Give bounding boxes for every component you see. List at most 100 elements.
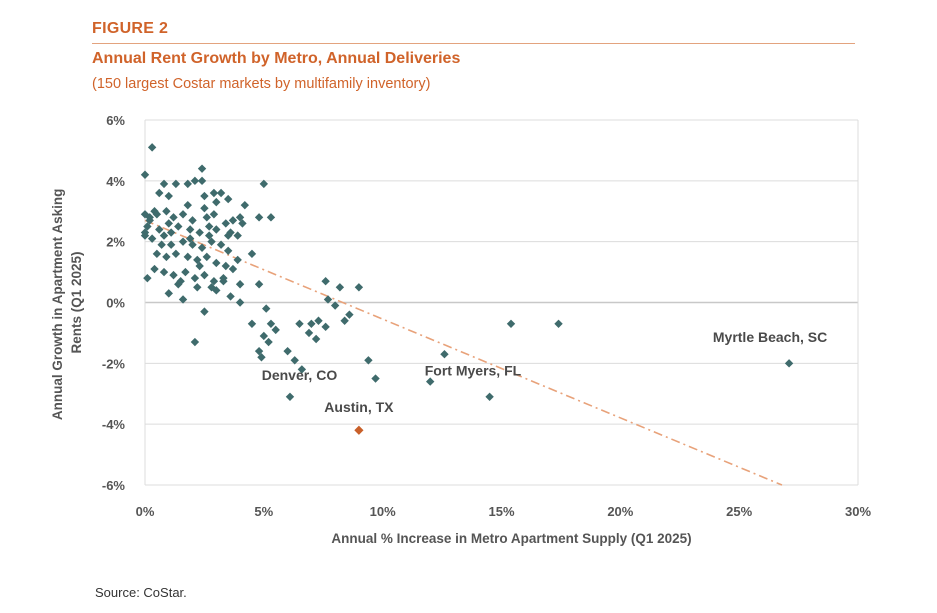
x-tick-label: 20% [607, 504, 633, 519]
data-point [185, 225, 195, 234]
data-point [183, 200, 192, 210]
data-point [290, 356, 299, 365]
data-point [204, 231, 214, 240]
y-axis-title-line-1: Annual Growth in Apartment Asking [50, 189, 65, 421]
x-axis-ticks: 0% 5% 10% 15% 20% 25% 30% [136, 504, 872, 519]
data-point [200, 191, 209, 201]
data-point [240, 200, 250, 210]
data-point [193, 283, 202, 292]
header-divider [92, 43, 855, 44]
data-point [164, 219, 173, 228]
data-point [169, 270, 178, 280]
data-point [159, 267, 169, 277]
y-tick-label: 6% [106, 113, 125, 128]
data-point [140, 228, 150, 237]
data-point [247, 319, 257, 328]
data-point [266, 319, 276, 328]
data-point [259, 331, 269, 341]
data-point [321, 322, 330, 332]
data-point [155, 188, 164, 198]
data-point [209, 188, 219, 198]
data-point [200, 307, 209, 316]
data-point [221, 261, 231, 271]
data-point [171, 179, 181, 189]
data-point [219, 277, 228, 286]
data-point [204, 222, 214, 231]
data-point [235, 298, 245, 307]
data-points [140, 143, 794, 435]
data-point [164, 191, 173, 201]
data-point [212, 286, 221, 295]
data-label: Austin, TX [324, 399, 394, 415]
data-point [195, 228, 204, 237]
data-point [254, 213, 264, 222]
data-point [166, 228, 176, 237]
data-point [226, 292, 235, 301]
data-point [257, 353, 266, 362]
data-point [262, 304, 271, 313]
data-point [183, 252, 192, 262]
data-point [190, 273, 200, 283]
data-point [235, 280, 245, 289]
data-point [174, 222, 183, 231]
x-tick-label: 15% [488, 504, 514, 519]
x-tick-label: 0% [136, 504, 155, 519]
data-point [354, 283, 364, 292]
trendline [144, 219, 783, 486]
y-tick-label: 2% [106, 235, 125, 250]
data-point [157, 240, 166, 249]
data-label: Denver, CO [262, 367, 338, 383]
data-point [233, 231, 242, 240]
figure-label: FIGURE 2 [92, 20, 169, 37]
data-point [228, 264, 238, 274]
data-point [264, 337, 273, 347]
source-note: Source: CoStar. [95, 585, 187, 600]
x-tick-label: 25% [726, 504, 752, 519]
data-point [197, 243, 207, 252]
y-tick-label: -6% [102, 478, 126, 493]
data-point [216, 240, 226, 249]
data-point [485, 392, 494, 401]
data-point [223, 231, 233, 240]
data-point [164, 289, 173, 298]
chart-title: Annual Rent Growth by Metro, Annual Deli… [92, 50, 461, 67]
y-axis-title: Annual Growth in Apartment Asking Rents … [50, 185, 84, 420]
x-axis-title: Annual % Increase in Metro Apartment Sup… [331, 531, 691, 546]
trendline-group [144, 219, 783, 486]
data-point [143, 222, 152, 231]
data-point [188, 216, 197, 225]
data-point [223, 246, 233, 255]
data-point [335, 283, 345, 292]
data-point [202, 213, 211, 222]
chart-subtitle: (150 largest Costar markets by multifami… [92, 76, 431, 92]
data-point [193, 255, 202, 265]
data-point [181, 267, 190, 277]
data-label: Fort Myers, FL [425, 363, 522, 379]
data-point [506, 319, 516, 328]
data-point [195, 261, 204, 271]
data-point [297, 365, 307, 374]
data-point [190, 176, 200, 186]
x-tick-label: 10% [370, 504, 396, 519]
data-point [188, 240, 197, 249]
highlighted-data-point [354, 425, 364, 435]
data-point [440, 350, 449, 359]
data-point [155, 225, 164, 234]
y-tick-label: -2% [102, 356, 126, 371]
data-point [169, 213, 178, 222]
data-point [285, 392, 295, 401]
data-point [159, 231, 169, 240]
data-point [295, 319, 304, 328]
y-tick-label: 4% [106, 174, 125, 189]
data-point [228, 216, 238, 225]
data-point [171, 249, 181, 259]
data-point [283, 346, 292, 356]
data-point [162, 252, 171, 262]
data-point [254, 280, 264, 289]
data-point [221, 219, 231, 228]
data-point [212, 258, 221, 268]
data-point [178, 237, 188, 246]
data-point [233, 255, 242, 265]
data-point [304, 328, 314, 338]
annotations: Denver, CO Austin, TX Fort Myers, FL Myrtle… [262, 329, 828, 415]
